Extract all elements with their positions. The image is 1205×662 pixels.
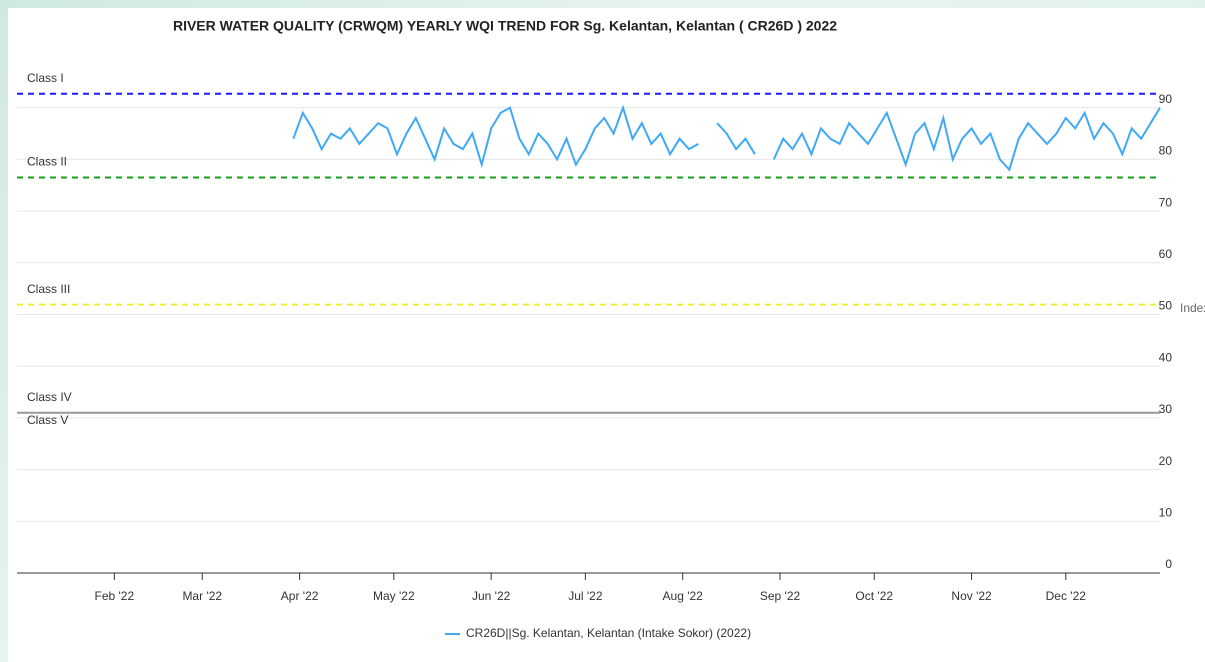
x-tick-label: May '22 [373,589,415,603]
y-tick-label: 20 [1159,454,1173,468]
legend-label: CR26D||Sg. Kelantan, Kelantan (Intake So… [466,626,751,640]
x-tick-label: Oct '22 [855,589,893,603]
x-tick-label: Jul '22 [568,589,603,603]
chart-title: RIVER WATER QUALITY (CRWQM) YEARLY WQI T… [173,18,837,34]
y-tick-label: 90 [1159,92,1173,106]
x-tick-label: Mar '22 [182,589,222,603]
threshold-label: Class V [27,413,68,427]
y-tick-label: 80 [1159,144,1173,158]
y-tick-label: 0 [1165,557,1172,571]
y-tick-label: 40 [1159,350,1173,364]
x-tick-label: Nov '22 [951,589,992,603]
threshold-label: Class I [27,71,64,85]
x-tick-label: Dec '22 [1046,589,1087,603]
y-axis-label: Index [1180,301,1205,315]
x-tick-label: Jun '22 [472,589,511,603]
x-tick-label: Apr '22 [281,589,319,603]
x-tick-label: Aug '22 [663,589,704,603]
x-tick-label: Sep '22 [760,589,801,603]
y-tick-label: 70 [1159,195,1173,209]
y-tick-label: 10 [1159,505,1173,519]
y-tick-label: 50 [1159,299,1173,313]
panel [8,8,1205,662]
y-tick-label: 60 [1159,247,1173,261]
threshold-label: Class II [27,155,67,169]
y-tick-label: 30 [1159,402,1173,416]
x-tick-label: Feb '22 [95,589,135,603]
threshold-label: Class IV [27,390,72,404]
data-line [292,104,1161,172]
threshold-label: Class III [27,282,70,296]
